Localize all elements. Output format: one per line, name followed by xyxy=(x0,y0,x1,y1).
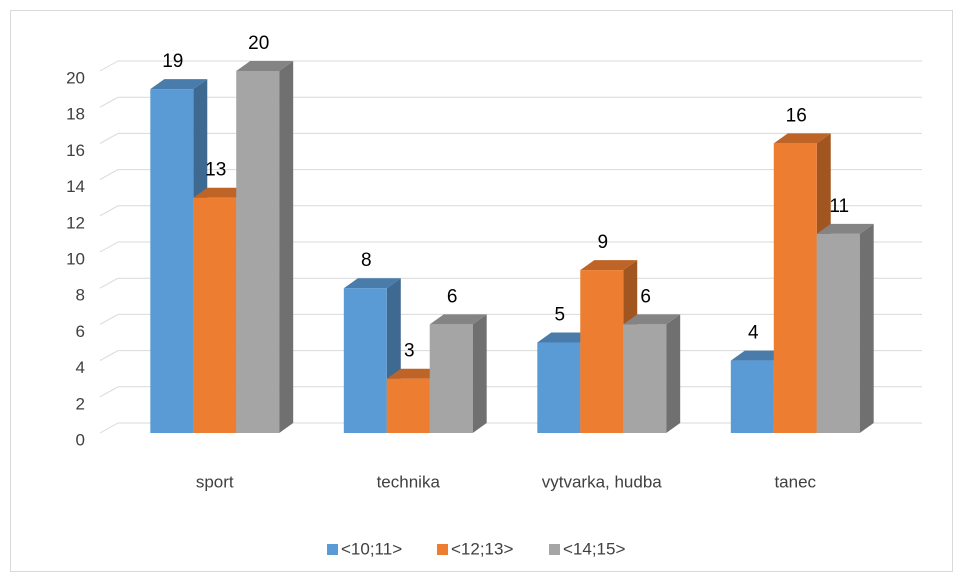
bar xyxy=(773,143,817,433)
bar-side xyxy=(279,61,294,433)
bar-top xyxy=(150,79,208,90)
value-label: 6 xyxy=(640,286,651,307)
legend-swatch xyxy=(437,544,448,555)
value-label: 6 xyxy=(447,286,458,307)
value-label: 9 xyxy=(597,232,608,253)
y-tick-label: 4 xyxy=(76,358,85,377)
x-tick-label: tanec xyxy=(774,472,816,491)
grid-line xyxy=(99,241,119,253)
legend-label: <14;15> xyxy=(563,539,625,558)
grid-line xyxy=(99,132,119,144)
bar xyxy=(623,324,667,433)
bar-side xyxy=(859,223,874,433)
bar-top xyxy=(773,133,831,144)
bar-top xyxy=(236,61,294,71)
legend-label: <10;11> xyxy=(341,539,402,558)
bar-top xyxy=(386,368,444,379)
y-tick-label: 0 xyxy=(76,430,85,449)
bar-top xyxy=(816,223,874,234)
value-label: 16 xyxy=(786,105,807,126)
y-tick-label: 20 xyxy=(66,68,85,87)
y-tick-label: 8 xyxy=(76,286,85,305)
legend-swatch xyxy=(327,544,338,555)
value-label: 13 xyxy=(205,160,226,181)
legend-swatch xyxy=(549,544,560,555)
x-tick-label: technika xyxy=(377,472,441,491)
bar xyxy=(816,233,860,433)
y-tick-label: 16 xyxy=(66,141,85,160)
grid-line xyxy=(99,60,119,72)
bar xyxy=(343,288,387,433)
legend-label: <12;13> xyxy=(451,539,513,558)
y-tick-label: 10 xyxy=(66,249,85,268)
value-label: 5 xyxy=(555,305,566,326)
value-label: 11 xyxy=(829,196,849,217)
bar xyxy=(429,324,473,433)
y-tick-label: 14 xyxy=(66,177,85,196)
bar-top xyxy=(537,332,595,343)
bar xyxy=(386,378,430,433)
grid-line xyxy=(99,386,119,398)
bar xyxy=(150,89,194,433)
y-tick-label: 2 xyxy=(76,394,85,413)
bar-top xyxy=(343,278,401,289)
bar xyxy=(537,342,581,433)
bar-top xyxy=(730,350,788,361)
bar xyxy=(580,270,624,433)
bar-top xyxy=(429,314,487,325)
bar xyxy=(193,197,237,433)
bar-side xyxy=(472,314,487,433)
y-tick-label: 6 xyxy=(76,322,85,341)
grid-line xyxy=(99,313,119,325)
value-label: 4 xyxy=(748,323,759,344)
bar-side xyxy=(666,314,681,433)
x-tick-label: vytvarka, hudba xyxy=(542,472,663,491)
bar-top xyxy=(580,260,638,271)
grid-line xyxy=(99,205,119,217)
grid-line xyxy=(99,350,119,362)
value-label: 3 xyxy=(404,341,415,362)
value-label: 8 xyxy=(361,250,372,271)
value-label: 20 xyxy=(248,33,269,54)
bar-top xyxy=(193,187,251,198)
grid-line xyxy=(99,96,119,108)
value-label: 19 xyxy=(162,51,183,72)
bar-top xyxy=(623,314,681,325)
y-tick-label: 18 xyxy=(66,105,85,124)
grid-line xyxy=(99,422,119,434)
bar xyxy=(236,71,280,433)
bar xyxy=(730,360,774,433)
y-tick-label: 12 xyxy=(66,213,85,232)
x-tick-label: sport xyxy=(196,472,234,491)
grid-line xyxy=(99,169,119,181)
grid-line xyxy=(99,277,119,289)
